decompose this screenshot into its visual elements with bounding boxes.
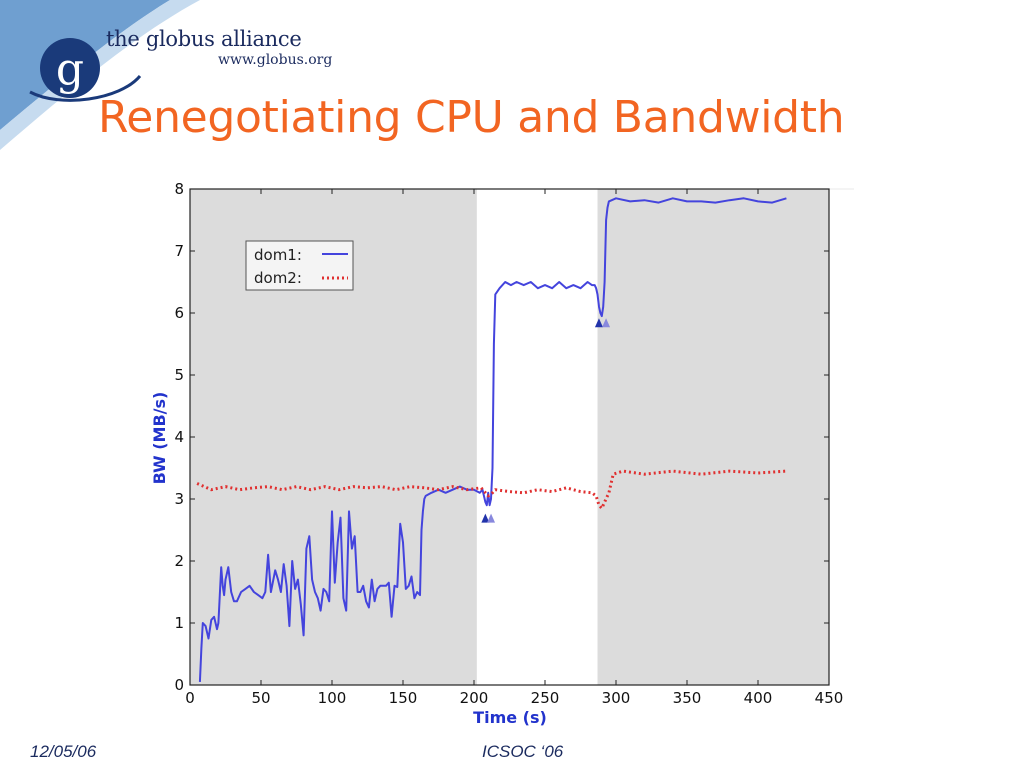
x-tick-label: 400 bbox=[744, 689, 773, 707]
y-tick-label: 8 bbox=[174, 180, 184, 198]
event-marker bbox=[487, 513, 496, 523]
event-marker bbox=[602, 318, 611, 328]
y-tick-label: 1 bbox=[174, 614, 184, 632]
globus-logo-orbit bbox=[29, 74, 142, 102]
x-tick-label: 200 bbox=[460, 689, 489, 707]
brand-name: the globus alliance bbox=[106, 27, 302, 51]
event-marker bbox=[594, 318, 603, 328]
y-tick-label: 0 bbox=[174, 676, 184, 694]
event-markers bbox=[481, 318, 611, 523]
x-axis-label: Time (s) bbox=[473, 708, 547, 727]
corner-swoosh bbox=[0, 0, 170, 130]
y-tick-label: 2 bbox=[174, 552, 184, 570]
legend-box bbox=[245, 240, 354, 291]
series-line-dom1 bbox=[198, 197, 787, 682]
globus-logo-letter: g bbox=[56, 44, 84, 95]
series-layer bbox=[196, 197, 787, 682]
x-tick-label: 300 bbox=[602, 689, 631, 707]
y-tick-label: 3 bbox=[174, 490, 184, 508]
x-tick-label: 350 bbox=[673, 689, 702, 707]
bandwidth-chart: 0 50 100 150 200 250 300 350 400 450 0 1 2 3 4 5 6 7 8 dom… bbox=[150, 180, 854, 727]
legend-label-dom1: dom1: bbox=[254, 246, 302, 264]
event-marker bbox=[481, 513, 490, 523]
y-tick-label: 4 bbox=[174, 428, 184, 446]
x-tick-label: 50 bbox=[251, 689, 270, 707]
legend-label-dom2: dom2: bbox=[254, 269, 302, 287]
header-decoration: g bbox=[0, 0, 200, 150]
axes: 0 50 100 150 200 250 300 350 400 450 0 1 2 3 4 5 6 7 8 bbox=[174, 180, 854, 707]
footer-conference: ICSOC ‘06 bbox=[482, 742, 564, 761]
x-tick-label: 150 bbox=[389, 689, 418, 707]
x-tick-label: 250 bbox=[531, 689, 560, 707]
legend: dom1: dom2: bbox=[245, 240, 354, 291]
brand-url: www.globus.org bbox=[218, 52, 333, 68]
y-tick-label: 5 bbox=[174, 366, 184, 384]
slide-title: Renegotiating CPU and Bandwidth bbox=[98, 92, 845, 143]
x-tick-label: 450 bbox=[815, 689, 844, 707]
x-tick-label: 100 bbox=[318, 689, 347, 707]
y-tick-label: 7 bbox=[174, 242, 184, 260]
footer-date: 12/05/06 bbox=[30, 742, 97, 761]
globus-logo-circle bbox=[40, 38, 100, 98]
x-tick-label: 0 bbox=[185, 689, 195, 707]
y-axis-label: BW (MB/s) bbox=[150, 392, 169, 485]
y-tick-label: 6 bbox=[174, 304, 184, 322]
series-line-dom2 bbox=[196, 469, 787, 510]
shaded-region-1 bbox=[597, 189, 829, 685]
